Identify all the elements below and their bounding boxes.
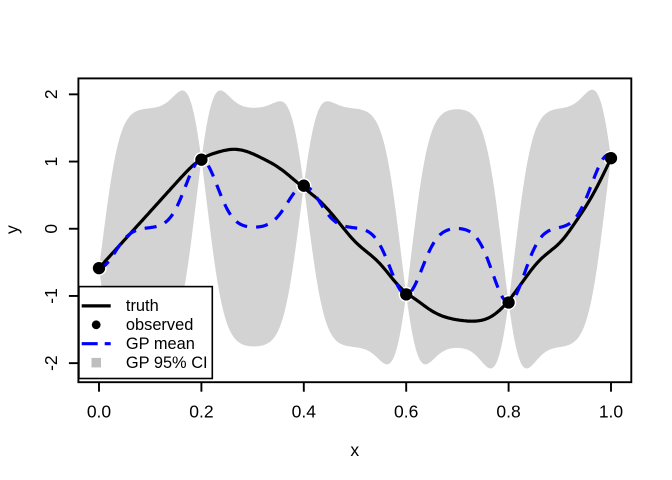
svg-text:y: y [2, 225, 22, 234]
svg-text:1.0: 1.0 [599, 402, 624, 422]
svg-text:GP 95% CI: GP 95% CI [126, 354, 208, 372]
svg-text:2: 2 [41, 89, 61, 99]
svg-text:x: x [350, 440, 359, 460]
svg-text:0.2: 0.2 [189, 402, 213, 422]
svg-text:1: 1 [41, 157, 61, 167]
svg-text:truth: truth [126, 297, 159, 315]
svg-text:0.6: 0.6 [394, 402, 418, 422]
svg-text:GP mean: GP mean [126, 335, 195, 353]
svg-text:0: 0 [41, 224, 61, 234]
svg-text:0.8: 0.8 [496, 402, 520, 422]
svg-text:0.0: 0.0 [87, 402, 112, 422]
svg-text:0.4: 0.4 [292, 402, 317, 422]
svg-text:-1: -1 [41, 288, 61, 304]
svg-text:observed: observed [126, 316, 193, 334]
svg-text:-2: -2 [41, 355, 61, 371]
